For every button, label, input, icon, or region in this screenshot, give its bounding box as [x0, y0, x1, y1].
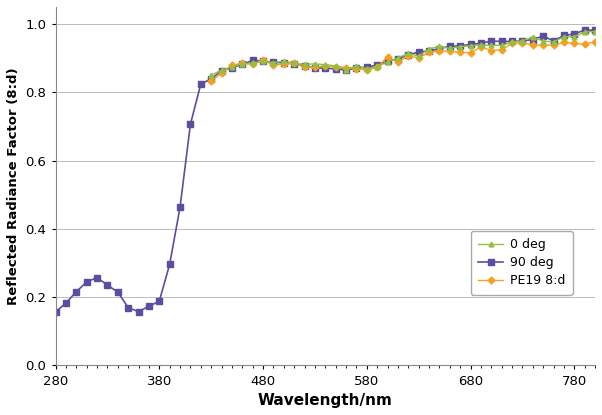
0 deg	[581, 29, 588, 34]
X-axis label: Wavelength/nm: Wavelength/nm	[258, 393, 393, 408]
PE19 8:d	[415, 56, 422, 61]
0 deg	[488, 43, 495, 48]
Legend: 0 deg, 90 deg, PE19 8:d: 0 deg, 90 deg, PE19 8:d	[471, 231, 573, 295]
0 deg	[332, 63, 340, 68]
PE19 8:d	[228, 63, 235, 68]
PE19 8:d	[321, 63, 329, 68]
PE19 8:d	[218, 71, 225, 76]
PE19 8:d	[280, 61, 287, 66]
PE19 8:d	[456, 50, 464, 55]
0 deg	[363, 66, 370, 71]
0 deg	[384, 59, 391, 64]
90 deg	[591, 28, 598, 33]
90 deg	[529, 37, 536, 42]
PE19 8:d	[405, 53, 412, 58]
PE19 8:d	[426, 50, 433, 55]
0 deg	[509, 39, 516, 44]
PE19 8:d	[529, 43, 536, 48]
PE19 8:d	[591, 39, 598, 44]
90 deg	[467, 42, 474, 47]
Line: PE19 8:d: PE19 8:d	[209, 39, 598, 84]
0 deg	[280, 59, 287, 64]
PE19 8:d	[571, 41, 578, 46]
PE19 8:d	[550, 43, 557, 48]
Line: 0 deg: 0 deg	[209, 29, 598, 78]
0 deg	[498, 43, 505, 48]
PE19 8:d	[311, 65, 318, 70]
PE19 8:d	[238, 61, 246, 66]
0 deg	[343, 67, 350, 72]
PE19 8:d	[249, 62, 256, 67]
0 deg	[467, 43, 474, 48]
0 deg	[436, 44, 443, 49]
PE19 8:d	[477, 44, 485, 49]
Y-axis label: Reflected Radiance Factor (8:d): Reflected Radiance Factor (8:d)	[7, 67, 20, 305]
90 deg	[52, 310, 59, 315]
PE19 8:d	[581, 42, 588, 46]
PE19 8:d	[394, 60, 402, 65]
0 deg	[301, 62, 308, 67]
0 deg	[228, 64, 235, 69]
90 deg	[374, 63, 381, 68]
0 deg	[477, 42, 485, 47]
0 deg	[249, 61, 256, 66]
0 deg	[270, 60, 277, 65]
0 deg	[394, 56, 402, 61]
PE19 8:d	[270, 63, 277, 68]
PE19 8:d	[509, 41, 516, 46]
0 deg	[208, 73, 215, 78]
Line: 90 deg: 90 deg	[53, 27, 598, 315]
PE19 8:d	[488, 48, 495, 53]
0 deg	[311, 61, 318, 66]
0 deg	[456, 44, 464, 49]
PE19 8:d	[208, 79, 215, 84]
0 deg	[560, 34, 568, 39]
PE19 8:d	[446, 49, 453, 54]
90 deg	[394, 56, 402, 61]
0 deg	[291, 61, 298, 66]
0 deg	[374, 64, 381, 69]
PE19 8:d	[301, 65, 308, 70]
PE19 8:d	[498, 47, 505, 52]
PE19 8:d	[519, 40, 526, 45]
0 deg	[571, 34, 578, 39]
0 deg	[238, 61, 246, 66]
PE19 8:d	[467, 50, 474, 55]
PE19 8:d	[343, 65, 350, 70]
0 deg	[529, 35, 536, 40]
0 deg	[415, 54, 422, 59]
90 deg	[197, 82, 205, 87]
90 deg	[581, 27, 588, 32]
0 deg	[259, 59, 267, 64]
PE19 8:d	[436, 49, 443, 54]
PE19 8:d	[363, 68, 370, 73]
0 deg	[218, 68, 225, 73]
0 deg	[446, 46, 453, 51]
0 deg	[519, 38, 526, 43]
90 deg	[363, 65, 370, 70]
PE19 8:d	[291, 61, 298, 66]
0 deg	[353, 63, 360, 68]
PE19 8:d	[259, 57, 267, 62]
PE19 8:d	[560, 40, 568, 45]
PE19 8:d	[332, 64, 340, 69]
PE19 8:d	[374, 65, 381, 70]
PE19 8:d	[539, 42, 547, 47]
0 deg	[426, 46, 433, 51]
PE19 8:d	[353, 66, 360, 71]
0 deg	[591, 29, 598, 34]
0 deg	[539, 39, 547, 44]
0 deg	[321, 62, 329, 67]
PE19 8:d	[384, 54, 391, 59]
0 deg	[550, 39, 557, 44]
0 deg	[405, 51, 412, 56]
